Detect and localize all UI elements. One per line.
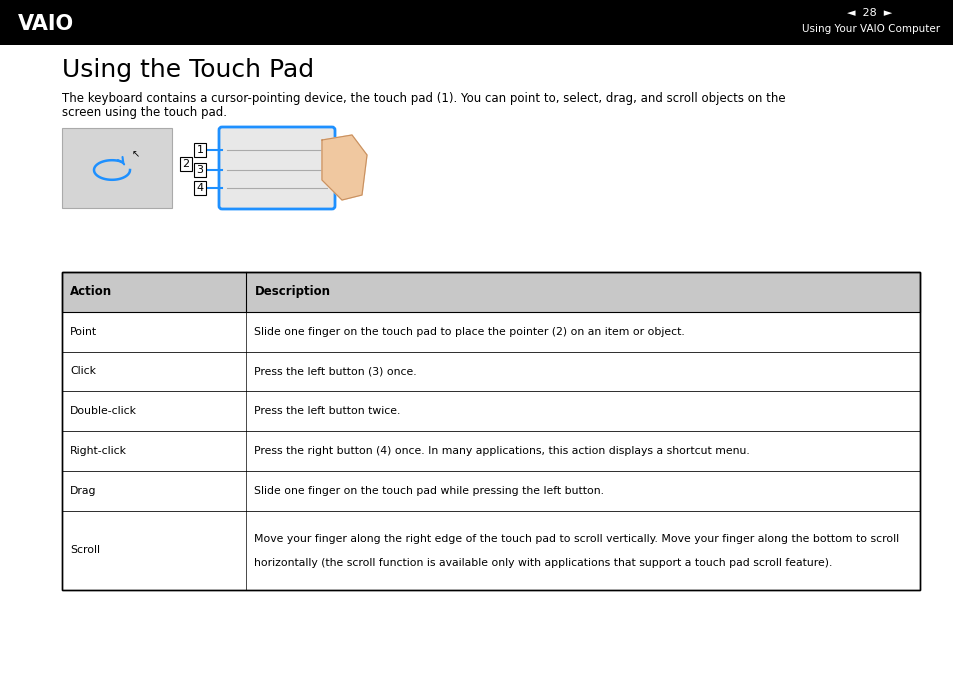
Bar: [62, 272, 919, 590]
Text: Point: Point: [70, 327, 97, 336]
Text: Description: Description: [254, 285, 330, 299]
Bar: [62, 391, 919, 431]
Text: 1: 1: [196, 145, 203, 155]
Text: The keyboard contains a cursor-pointing device, the touch pad (1). You can point: The keyboard contains a cursor-pointing …: [62, 92, 785, 105]
Text: Click: Click: [70, 367, 96, 376]
Text: screen using the touch pad.: screen using the touch pad.: [62, 106, 227, 119]
FancyBboxPatch shape: [219, 127, 335, 209]
Text: Action: Action: [70, 285, 112, 299]
Text: 3: 3: [196, 165, 203, 175]
Text: ◄  28  ►: ◄ 28 ►: [846, 8, 892, 18]
Text: Double-click: Double-click: [70, 406, 137, 416]
Text: Slide one finger on the touch pad while pressing the left button.: Slide one finger on the touch pad while …: [254, 486, 604, 495]
Text: Press the left button (3) once.: Press the left button (3) once.: [254, 367, 416, 376]
Text: 2: 2: [182, 159, 190, 169]
Bar: [62, 431, 919, 470]
Bar: [62, 312, 919, 352]
Text: 4: 4: [196, 183, 203, 193]
Text: Using the Touch Pad: Using the Touch Pad: [62, 58, 314, 82]
Bar: [62, 510, 919, 590]
Text: ↖: ↖: [132, 149, 140, 159]
Text: Drag: Drag: [70, 486, 96, 495]
Text: Press the right button (4) once. In many applications, this action displays a sh: Press the right button (4) once. In many…: [254, 446, 749, 456]
Bar: [62, 128, 172, 208]
Text: Scroll: Scroll: [70, 545, 100, 555]
Bar: [62, 352, 919, 391]
Bar: [62, 272, 919, 312]
Text: Right-click: Right-click: [70, 446, 127, 456]
Text: horizontally (the scroll function is available only with applications that suppo: horizontally (the scroll function is ava…: [254, 558, 832, 568]
Bar: [62, 470, 919, 510]
Text: VAIO: VAIO: [18, 14, 74, 34]
Bar: [62, 272, 919, 590]
Text: Slide one finger on the touch pad to place the pointer (2) on an item or object.: Slide one finger on the touch pad to pla…: [254, 327, 684, 336]
Text: Press the left button twice.: Press the left button twice.: [254, 406, 400, 416]
Polygon shape: [322, 135, 367, 200]
Text: Using Your VAIO Computer: Using Your VAIO Computer: [801, 24, 939, 34]
Text: Move your finger along the right edge of the touch pad to scroll vertically. Mov: Move your finger along the right edge of…: [254, 534, 899, 544]
Bar: [0, 0, 953, 45]
